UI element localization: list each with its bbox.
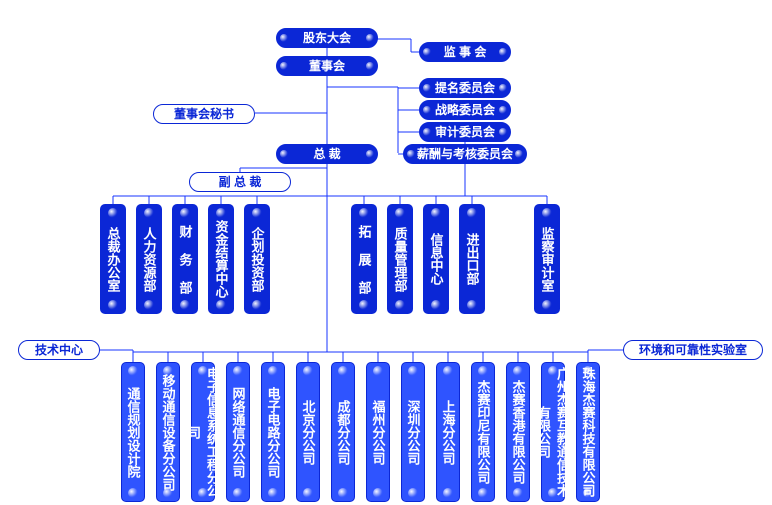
node-d4: 资金结算中心 — [208, 204, 234, 314]
node-s7: 成都分公司 — [331, 362, 355, 502]
node-tmw: 提名委员会 — [419, 78, 511, 98]
node-dongshi: 董事会 — [276, 56, 378, 76]
node-d8: 信息中心 — [423, 204, 449, 314]
node-sjw: 审计委员会 — [419, 122, 511, 142]
node-d5: 企划投资部 — [244, 204, 270, 314]
node-s6: 北京分公司 — [296, 362, 320, 502]
node-d9: 进出口部 — [459, 204, 485, 314]
node-zongcai: 总 裁 — [276, 144, 378, 164]
node-d1: 总裁办公室 — [100, 204, 126, 314]
node-d10: 监察审计室 — [534, 204, 560, 314]
node-jszx: 技术中心 — [18, 340, 100, 360]
node-gudong: 股东大会 — [276, 28, 378, 48]
node-s13: 广州杰赛互教通信技术有限公司 — [541, 362, 565, 502]
org-chart: 股东大会董事会 监 事 会提名委员会战略委员会审计委员会薪酬与考核委员会 董事会秘书… — [0, 0, 772, 505]
node-cpw: 薪酬与考核委员会 — [403, 144, 527, 164]
node-s5: 电子电路分公司 — [261, 362, 285, 502]
node-d7: 质量管理部 — [387, 204, 413, 314]
node-zlw: 战略委员会 — [419, 100, 511, 120]
node-s12: 杰赛香港有限公司 — [506, 362, 530, 502]
node-d3: 财 务 部 — [172, 204, 198, 314]
node-d2: 人力资源部 — [136, 204, 162, 314]
node-jianshi: 监 事 会 — [419, 42, 511, 62]
node-ms: 董事会秘书 — [153, 104, 255, 124]
node-d6: 拓 展 部 — [351, 204, 377, 314]
node-env: 环境和可靠性实验室 — [623, 340, 763, 360]
node-s4: 网络通信分公司 — [226, 362, 250, 502]
node-s3: 电子信息系统工程分公司 — [191, 362, 215, 502]
node-s8: 福州分公司 — [366, 362, 390, 502]
node-fzc: 副 总 裁 — [189, 172, 291, 192]
node-s10: 上海分公司 — [436, 362, 460, 502]
node-s14: 珠海杰赛科技有限公司 — [576, 362, 600, 502]
node-s9: 深圳分公司 — [401, 362, 425, 502]
node-s2: 移动通信设备分公司 — [156, 362, 180, 502]
node-s11: 杰赛印尼有限公司 — [471, 362, 495, 502]
node-s1: 通信规划设计院 — [121, 362, 145, 502]
